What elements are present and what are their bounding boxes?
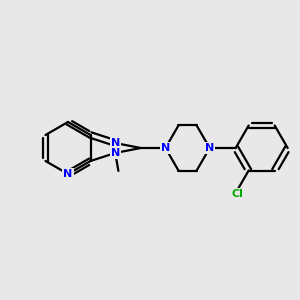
Text: N: N <box>111 138 120 148</box>
Text: Cl: Cl <box>232 189 244 199</box>
Text: N: N <box>205 143 214 153</box>
Text: N: N <box>111 148 120 158</box>
Text: N: N <box>111 148 120 158</box>
Text: N: N <box>161 143 170 153</box>
Text: N: N <box>161 143 170 153</box>
Text: N: N <box>63 169 73 179</box>
Text: N: N <box>205 143 214 153</box>
Text: N: N <box>111 138 120 148</box>
Text: N: N <box>63 169 73 179</box>
